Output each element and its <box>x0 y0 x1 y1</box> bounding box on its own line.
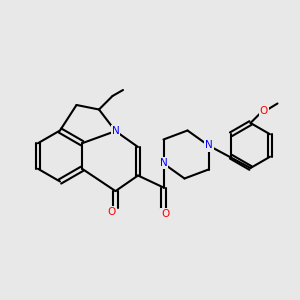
Text: O: O <box>161 209 169 219</box>
Text: O: O <box>107 207 115 217</box>
Text: O: O <box>260 106 268 116</box>
Text: N: N <box>112 126 119 136</box>
Text: N: N <box>160 158 167 168</box>
Text: N: N <box>205 140 213 151</box>
